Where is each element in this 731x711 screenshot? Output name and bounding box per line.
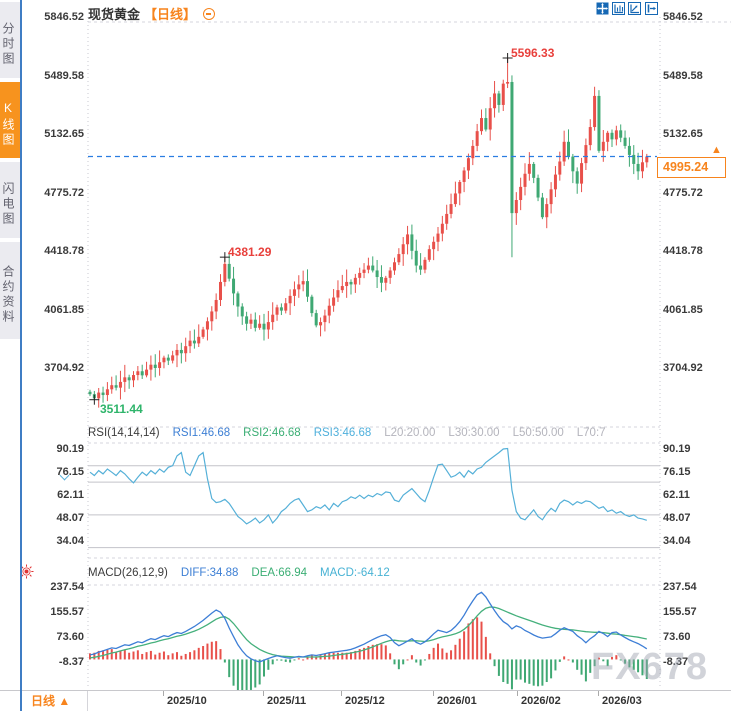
month-label: 2026/03 [602, 695, 642, 707]
price-axis-tick-left: 3704.92 [44, 362, 84, 374]
rsi-axis-tick-right: 90.19 [663, 443, 691, 455]
rsi-indicator-name: RSI(14,14,14) [88, 427, 160, 439]
macd-axis-tick-right: -8.37 [663, 656, 689, 668]
price-axis-tick-right: 3704.92 [663, 362, 703, 374]
price-axis-tick-right: 4418.78 [663, 245, 703, 257]
price-axis-tick-left: 5489.58 [44, 70, 84, 82]
price-axis-tick-left: 5846.52 [44, 11, 84, 23]
month-tick [263, 691, 264, 696]
period-selector[interactable]: 日线 ▲ [22, 691, 88, 711]
month-label: 2026/02 [521, 695, 561, 707]
annotation-low-price: 3511.44 [100, 402, 143, 416]
price-axis-tick-left: 4061.85 [44, 304, 84, 316]
month-tick [433, 691, 434, 696]
macd-axis-tick-left: -8.37 [58, 656, 84, 668]
chart-trend-icon[interactable] [628, 2, 641, 15]
annotation-swing-high-price: 4381.29 [228, 245, 272, 259]
price-axis-tick-right: 5489.58 [663, 70, 703, 82]
month-label: 2026/01 [437, 695, 477, 707]
price-axis-tick-left: 5132.65 [44, 128, 84, 140]
sidebar-tab-flash-chart[interactable]: 闪电图 [0, 162, 20, 238]
sidebar-tab-time-chart[interactable]: 分时图 [0, 2, 20, 78]
chart-axes-icon[interactable] [612, 2, 625, 15]
rsi-axis-tick-left: 62.11 [57, 489, 84, 501]
macd-header: MACD(26,12,9) DIFF:34.88 DEA:66.94 MACD:-6… [88, 567, 390, 582]
macd-axis-tick-right: 73.60 [663, 631, 691, 643]
month-tick [163, 691, 164, 696]
sidebar-tab-contract-info[interactable]: 合约资料 [0, 242, 20, 339]
rsi-value-2: RSI3:46.68 [313, 427, 372, 439]
macd-axis-tick-right: 237.54 [663, 581, 697, 593]
rsi-axis-tick-right: 62.11 [663, 489, 690, 501]
macd-axis-tick-left: 237.54 [50, 581, 84, 593]
chart-title-row: 现货黄金 【日线】 [88, 4, 215, 22]
export-arrow-icon[interactable] [645, 2, 658, 15]
rsi-value-5: L50:50.00 [512, 427, 564, 439]
price-axis-tick-right: 5846.52 [663, 11, 703, 23]
macd-value-1: DEA:66.94 [251, 567, 308, 579]
instrument-title: 现货黄金 [88, 7, 141, 22]
rsi-value-4: L30:30.00 [448, 427, 500, 439]
rsi-axis-tick-left: 48.07 [56, 512, 84, 524]
sidebar-tab-kline-chart[interactable]: K线图 [0, 82, 20, 158]
macd-axis-tick-left: 73.60 [56, 631, 84, 643]
current-price-box: 4995.24 [657, 157, 726, 178]
rsi-axis-tick-right: 34.04 [663, 535, 691, 547]
rsi-value-6: L70:7 [576, 427, 606, 439]
sidebar: 分时图 K线图 闪电图 合约资料 [0, 0, 22, 711]
sidebar-divider [20, 0, 22, 711]
month-tick [598, 691, 599, 696]
month-label: 2025/11 [267, 695, 307, 707]
price-axis-tick-right: 5132.65 [663, 128, 703, 140]
macd-value-2: MACD:-64.12 [320, 567, 390, 579]
crosshair-move-icon[interactable] [596, 2, 609, 15]
rsi-value-1: RSI2:46.68 [243, 427, 301, 439]
rsi-value-3: L20:20.00 [384, 427, 436, 439]
macd-axis-tick-right: 155.57 [663, 606, 697, 618]
rsi-axis-tick-left: 76.15 [56, 466, 84, 478]
macd-axis-tick-left: 155.57 [50, 606, 84, 618]
month-tick [341, 691, 342, 696]
price-axis-tick-left: 4418.78 [44, 245, 84, 257]
rsi-header: RSI(14,14,14) RSI1:46.68 RSI2:46.68 RSI3:4… [88, 427, 606, 442]
price-axis-tick-right: 4061.85 [663, 304, 703, 316]
month-tick [517, 691, 518, 696]
price-axis-tick-left: 4775.72 [44, 187, 84, 199]
month-label: 2025/10 [167, 695, 207, 707]
macd-value-0: DIFF:34.88 [180, 567, 239, 579]
period-tag: 【日线】 [144, 7, 197, 22]
price-axis-tick-right: 4775.72 [663, 187, 703, 199]
month-label: 2025/12 [345, 695, 385, 707]
time-axis-bar: 日线 ▲ 2025/10 2025/11 2025/12 2026/01 2026/02… [0, 690, 731, 711]
macd-indicator-name: MACD(26,12,9) [88, 567, 168, 579]
rsi-value-0: RSI1:46.68 [172, 427, 231, 439]
pane-collapse-chevron-icon[interactable] [60, 472, 68, 480]
price-up-arrow-icon: ▲ [711, 144, 722, 156]
collapse-circle-icon[interactable] [202, 8, 215, 20]
rsi-axis-tick-right: 48.07 [663, 512, 691, 524]
rsi-axis-tick-left: 34.04 [56, 535, 84, 547]
rsi-axis-tick-right: 76.15 [663, 466, 691, 478]
annotation-high-price: 5596.33 [511, 46, 555, 60]
rsi-axis-tick-left: 90.19 [56, 443, 84, 455]
